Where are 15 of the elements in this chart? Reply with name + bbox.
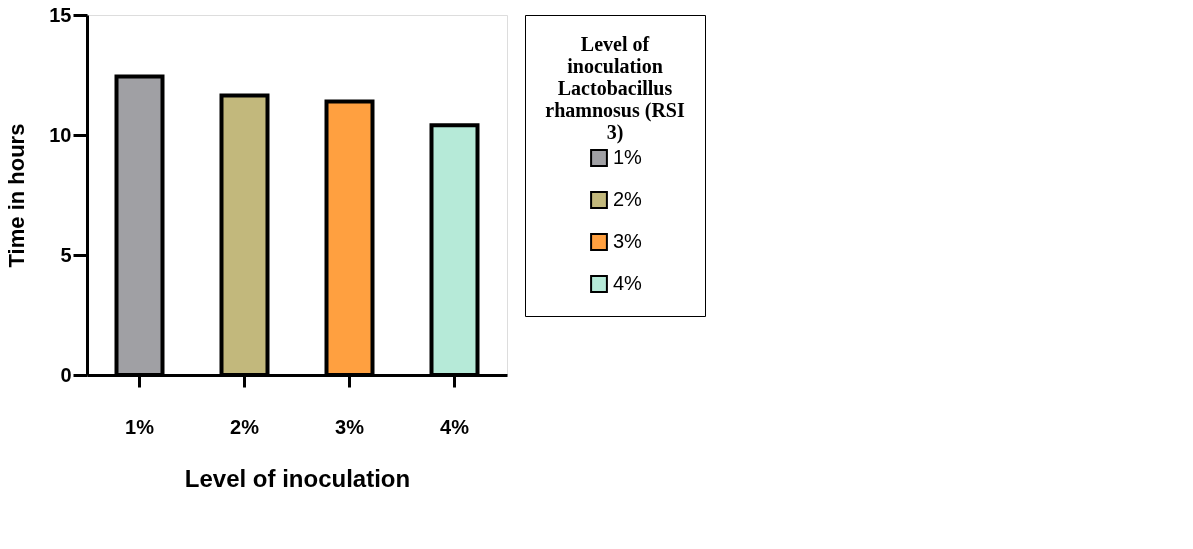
y-axis-title: Time in hours [4, 123, 30, 268]
x-tick-label: 4% [440, 415, 470, 438]
legend-label: 1% [613, 146, 643, 168]
y-tick-label: 10 [49, 123, 72, 146]
legend-label: 3% [613, 230, 643, 252]
x-tick-label: 3% [335, 415, 365, 438]
x-tick-label: 2% [230, 415, 260, 438]
y-tick-label: 0 [60, 363, 72, 386]
legend-label: 4% [613, 272, 643, 294]
legend-title: Level of inoculation Lactobacillus rhamnosus (RSI 3) [545, 33, 685, 144]
legend-label: 2% [613, 188, 643, 210]
x-tick-label: 1% [125, 415, 155, 438]
y-tick-label: 15 [49, 3, 72, 26]
x-axis-title: Level of inoculation [184, 464, 411, 492]
y-tick-label: 5 [60, 243, 72, 266]
